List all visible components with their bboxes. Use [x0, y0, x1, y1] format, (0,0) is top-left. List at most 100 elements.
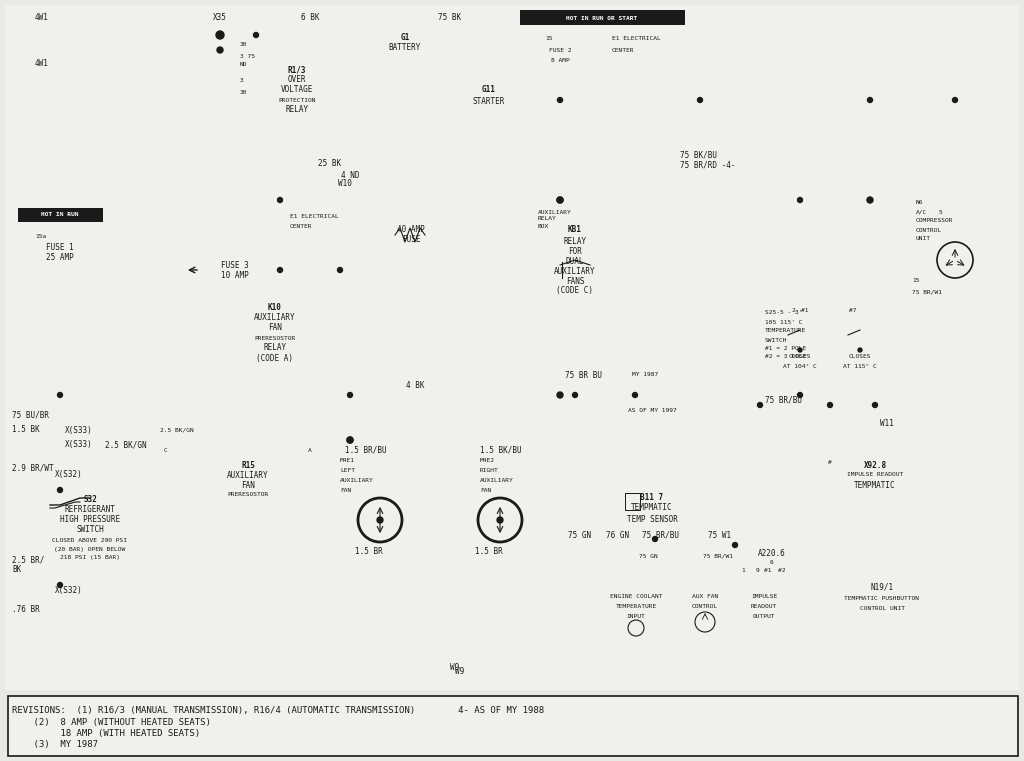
Text: 1.5 BR/BU: 1.5 BR/BU [345, 445, 387, 454]
Text: E1 ELECTRICAL: E1 ELECTRICAL [612, 36, 660, 40]
Text: 30: 30 [240, 91, 248, 95]
Circle shape [732, 543, 737, 547]
Bar [462, 80, 517, 118]
Bar [230, 305, 270, 330]
Text: VOLTAGE: VOLTAGE [281, 85, 313, 94]
Text: TEMPMATIC: TEMPMATIC [631, 504, 673, 512]
Circle shape [858, 348, 862, 352]
Circle shape [216, 31, 224, 39]
Text: FAN: FAN [241, 480, 255, 489]
Text: ENGINE COOLANT: ENGINE COOLANT [609, 594, 663, 598]
Circle shape [633, 393, 638, 397]
Circle shape [557, 97, 562, 103]
Text: 1.5 BR: 1.5 BR [475, 547, 503, 556]
Text: X(S32): X(S32) [55, 470, 83, 479]
Text: AUXILIARY: AUXILIARY [340, 477, 374, 482]
Text: RELAY: RELAY [286, 106, 308, 114]
Text: .76 BR: .76 BR [12, 606, 40, 614]
Text: REVISIONS:  (1) R16/3 (MANUAL TRANSMISSION), R16/4 (AUTOMATIC TRANSMISSION)     : REVISIONS: (1) R16/3 (MANUAL TRANSMISSIO… [12, 706, 544, 715]
Text: 75 BK/BU: 75 BK/BU [680, 151, 717, 160]
Text: INPUT: INPUT [627, 613, 645, 619]
Text: FUSE: FUSE [401, 235, 420, 244]
Text: FUSE 2: FUSE 2 [549, 47, 571, 53]
Circle shape [217, 47, 223, 53]
Circle shape [57, 393, 62, 397]
Text: N19/1: N19/1 [870, 582, 894, 591]
Bar [825, 455, 925, 497]
Text: 9: 9 [755, 568, 759, 572]
Text: A: A [308, 447, 312, 453]
Text: 2.5 BK/GN: 2.5 BK/GN [160, 428, 194, 432]
Text: 1.5 BR: 1.5 BR [355, 547, 383, 556]
Text: #1 = 2 POLE: #1 = 2 POLE [765, 345, 806, 351]
Text: PRERESOSTOR: PRERESOSTOR [227, 492, 268, 498]
Text: 76 GN: 76 GN [606, 530, 630, 540]
Text: (3)  MY 1987: (3) MY 1987 [12, 740, 98, 749]
Bar [525, 205, 625, 345]
Text: FANS: FANS [565, 276, 585, 285]
Circle shape [867, 198, 872, 202]
Text: KB1: KB1 [568, 225, 582, 234]
Bar [18, 208, 103, 222]
Text: FUSE 3: FUSE 3 [221, 260, 249, 269]
Text: 4W1: 4W1 [35, 59, 49, 68]
Text: PRERESOSTOR: PRERESOSTOR [254, 336, 296, 340]
Text: W11: W11 [880, 419, 894, 428]
Text: 1: 1 [741, 568, 744, 572]
Text: COMPRESSOR: COMPRESSOR [916, 218, 953, 224]
Circle shape [377, 517, 383, 523]
Text: RELAY: RELAY [538, 216, 557, 221]
Text: AUX FAN: AUX FAN [692, 594, 718, 598]
Text: 15: 15 [912, 278, 920, 282]
Text: 4 ND: 4 ND [341, 170, 359, 180]
Circle shape [798, 348, 802, 352]
Text: #1: #1 [801, 307, 809, 313]
Circle shape [952, 97, 957, 103]
Text: R15: R15 [241, 460, 255, 470]
Text: 6: 6 [770, 561, 774, 565]
Text: AS OF MY 1997: AS OF MY 1997 [628, 407, 677, 412]
Text: AT 115° C: AT 115° C [843, 364, 877, 368]
Text: 218 PSI (15 BAR): 218 PSI (15 BAR) [60, 556, 120, 561]
Circle shape [758, 403, 763, 407]
Bar [198, 455, 298, 505]
Text: 2.5 BR/: 2.5 BR/ [12, 556, 44, 565]
Text: (2)  8 AMP (WITHOUT HEATED SEATS): (2) 8 AMP (WITHOUT HEATED SEATS) [12, 718, 211, 727]
Text: A/C: A/C [916, 209, 928, 215]
Circle shape [827, 403, 833, 407]
Text: 4W1: 4W1 [35, 12, 49, 21]
Text: PROTECTION: PROTECTION [279, 97, 315, 103]
Text: REFRIGERANT: REFRIGERANT [65, 505, 116, 514]
Text: AUXILIARY: AUXILIARY [554, 266, 596, 275]
Text: 3 75: 3 75 [240, 55, 255, 59]
Text: READOUT: READOUT [751, 603, 777, 609]
Text: 25 BK: 25 BK [318, 158, 342, 167]
Bar [18, 208, 378, 383]
Circle shape [338, 268, 342, 272]
Bar [370, 28, 440, 108]
Text: OUTPUT: OUTPUT [753, 613, 775, 619]
Text: IMPULSE READOUT: IMPULSE READOUT [847, 473, 903, 477]
Text: X(S33): X(S33) [65, 425, 93, 435]
Text: TEMPMATIC: TEMPMATIC [854, 480, 896, 489]
Text: M4E2: M4E2 [480, 457, 495, 463]
Text: 75 BR/BU: 75 BR/BU [641, 530, 679, 540]
Text: C: C [163, 447, 167, 453]
Text: CLOSES: CLOSES [849, 355, 871, 359]
Text: #2: #2 [778, 568, 785, 572]
Text: 30: 30 [240, 43, 248, 47]
Text: #7: #7 [849, 307, 857, 313]
Text: X(S32): X(S32) [55, 585, 83, 594]
Circle shape [557, 392, 563, 398]
Text: IMPULSE: IMPULSE [751, 594, 777, 598]
Bar [810, 578, 955, 616]
Text: AUXILIARY: AUXILIARY [480, 477, 514, 482]
Bar [606, 30, 678, 68]
Text: SWITCH: SWITCH [76, 526, 103, 534]
Bar [8, 696, 1018, 756]
Text: 75 BU/BR: 75 BU/BR [12, 410, 49, 419]
Text: 15: 15 [545, 36, 553, 40]
Text: 75 BR/W1: 75 BR/W1 [912, 289, 942, 295]
Text: 75 BK: 75 BK [438, 14, 462, 23]
Text: G11: G11 [482, 85, 496, 94]
